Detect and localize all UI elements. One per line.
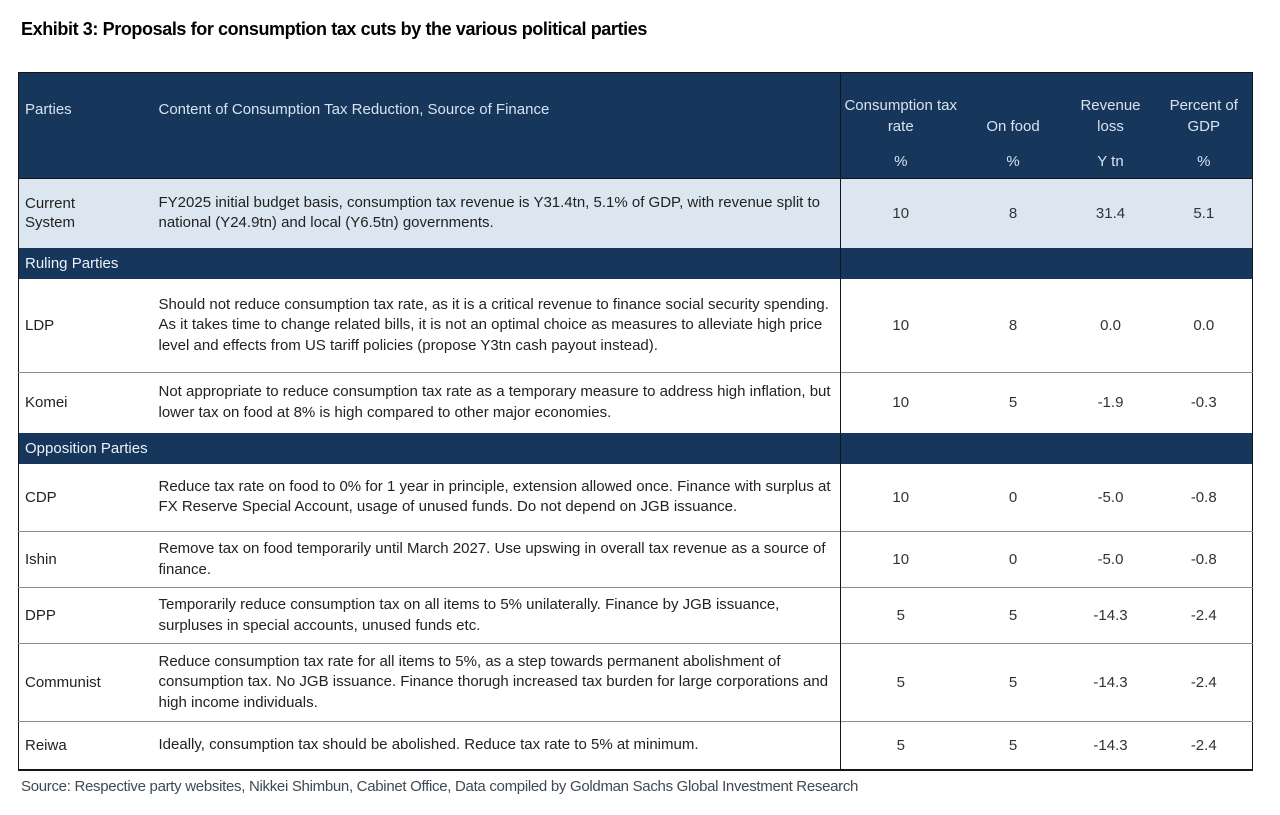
party-name: DPP — [25, 607, 56, 624]
value-cell: -2.4 — [1190, 607, 1217, 624]
proposal-content: Reduce consumption tax rate for all item… — [158, 652, 829, 711]
party-name: LDP — [25, 316, 55, 334]
col-header-percent-of-gdp: Percent of GDP — [1155, 72, 1253, 146]
value-cell: -2.4 — [1190, 674, 1217, 691]
party-row-current-system: Current System FY2025 initial budget basi… — [18, 178, 1253, 248]
party-name: Communist — [25, 674, 101, 691]
value-cell: -5.0 — [1097, 488, 1124, 506]
party-row-ishin: Ishin Remove tax on food temporarily unti… — [18, 531, 1253, 588]
col-header-consumption-tax-rate: Consumption tax rate — [840, 72, 961, 146]
section-label: Opposition Parties — [18, 432, 841, 464]
value-cell: 5 — [840, 721, 961, 770]
value-cell: -2.4 — [1190, 736, 1217, 754]
value-cell: 5 — [840, 643, 961, 722]
value-cell: 8 — [960, 178, 1066, 248]
value-cell: 0.0 — [1193, 316, 1215, 334]
value-cell: 5 — [1008, 394, 1018, 412]
section-row-ruling-parties: Ruling Parties — [18, 247, 1253, 279]
value-cell: 10 — [840, 278, 961, 373]
party-name: Komei — [25, 394, 68, 412]
party-row-reiwa: Reiwa Ideally, consumption tax should be … — [18, 721, 1253, 770]
value-cell: 5 — [840, 587, 961, 644]
proposal-content: Not appropriate to reduce consumption ta… — [158, 383, 831, 421]
section-filler — [840, 432, 1253, 464]
value-cell: 10 — [840, 178, 961, 248]
value-cell: 10 — [840, 531, 961, 588]
value-cell: -0.8 — [1190, 488, 1217, 506]
proposal-content: Reduce tax rate on food to 0% for 1 year… — [158, 477, 831, 516]
party-row-dpp: DPP Temporarily reduce consumption tax on… — [18, 587, 1253, 644]
unit-percent-of-gdp: % — [1155, 145, 1253, 179]
unit-on-food: % — [960, 145, 1066, 179]
col-header-content: Content of Consumption Tax Reduction, So… — [155, 72, 841, 146]
value-cell: 5 — [1008, 674, 1018, 691]
value-cell: 31.4 — [1065, 178, 1156, 248]
party-row-cdp: CDP Reduce tax rate on food to 0% for 1 y… — [19, 463, 1253, 532]
units-empty-parties — [18, 145, 156, 179]
party-name: Reiwa — [25, 736, 67, 754]
party-row-ldp: LDP Should not reduce consumption tax rat… — [19, 278, 1253, 373]
header-names-row: Parties Content of Consumption Tax Reduc… — [18, 72, 1253, 146]
proposal-content: Should not reduce consumption tax rate, … — [158, 295, 829, 354]
table-header: Parties Content of Consumption Tax Reduc… — [18, 72, 1253, 179]
units-empty-content — [155, 145, 841, 179]
proposal-content: Remove tax on food temporarily until Mar… — [158, 540, 826, 578]
value-cell: -5.0 — [1097, 551, 1124, 568]
value-cell: 5.1 — [1155, 178, 1253, 248]
table-body: Current System FY2025 initial budget basi… — [18, 178, 1253, 770]
party-name: CDP — [25, 488, 57, 506]
proposal-content: FY2025 initial budget basis, consumption… — [155, 178, 841, 248]
header-units-row: % % Y tn % — [18, 145, 1253, 179]
value-cell: -14.3 — [1093, 607, 1128, 624]
source-note: Source: Respective party websites, Nikke… — [21, 778, 859, 795]
value-cell: 10 — [840, 463, 961, 532]
tax-proposals-table: Parties Content of Consumption Tax Reduc… — [18, 72, 1253, 771]
col-header-revenue-loss: Revenue loss — [1065, 72, 1156, 146]
proposal-content: Ideally, consumption tax should be aboli… — [158, 736, 699, 753]
col-header-parties: Parties — [18, 72, 156, 146]
value-cell: -14.3 — [1093, 674, 1128, 691]
exhibit-title: Exhibit 3: Proposals for consumption tax… — [21, 19, 647, 39]
value-cell: 5 — [1008, 607, 1018, 624]
party-name: Current System — [18, 178, 156, 248]
value-cell: -0.8 — [1190, 551, 1217, 568]
value-cell: 10 — [840, 372, 961, 433]
value-cell: -1.9 — [1097, 394, 1124, 412]
section-filler — [840, 247, 1253, 279]
proposal-content: Temporarily reduce consumption tax on al… — [158, 596, 780, 634]
value-cell: 0 — [1008, 551, 1018, 568]
col-header-on-food: On food — [960, 72, 1066, 146]
value-cell: 0 — [1008, 488, 1018, 506]
unit-consumption-tax-rate: % — [840, 145, 961, 179]
section-label: Ruling Parties — [18, 247, 841, 279]
party-row-communist: Communist Reduce consumption tax rate for… — [18, 643, 1253, 722]
party-name: Ishin — [25, 551, 57, 568]
value-cell: -14.3 — [1093, 736, 1128, 754]
unit-revenue-loss: Y tn — [1065, 145, 1156, 179]
value-cell: 8 — [1008, 316, 1018, 334]
value-cell: 5 — [1008, 736, 1018, 754]
value-cell: -0.3 — [1190, 394, 1217, 412]
section-row-opposition-parties: Opposition Parties — [18, 432, 1253, 464]
value-cell: 0.0 — [1100, 316, 1121, 334]
party-row-komei: Komei Not appropriate to reduce consumpti… — [18, 372, 1253, 433]
